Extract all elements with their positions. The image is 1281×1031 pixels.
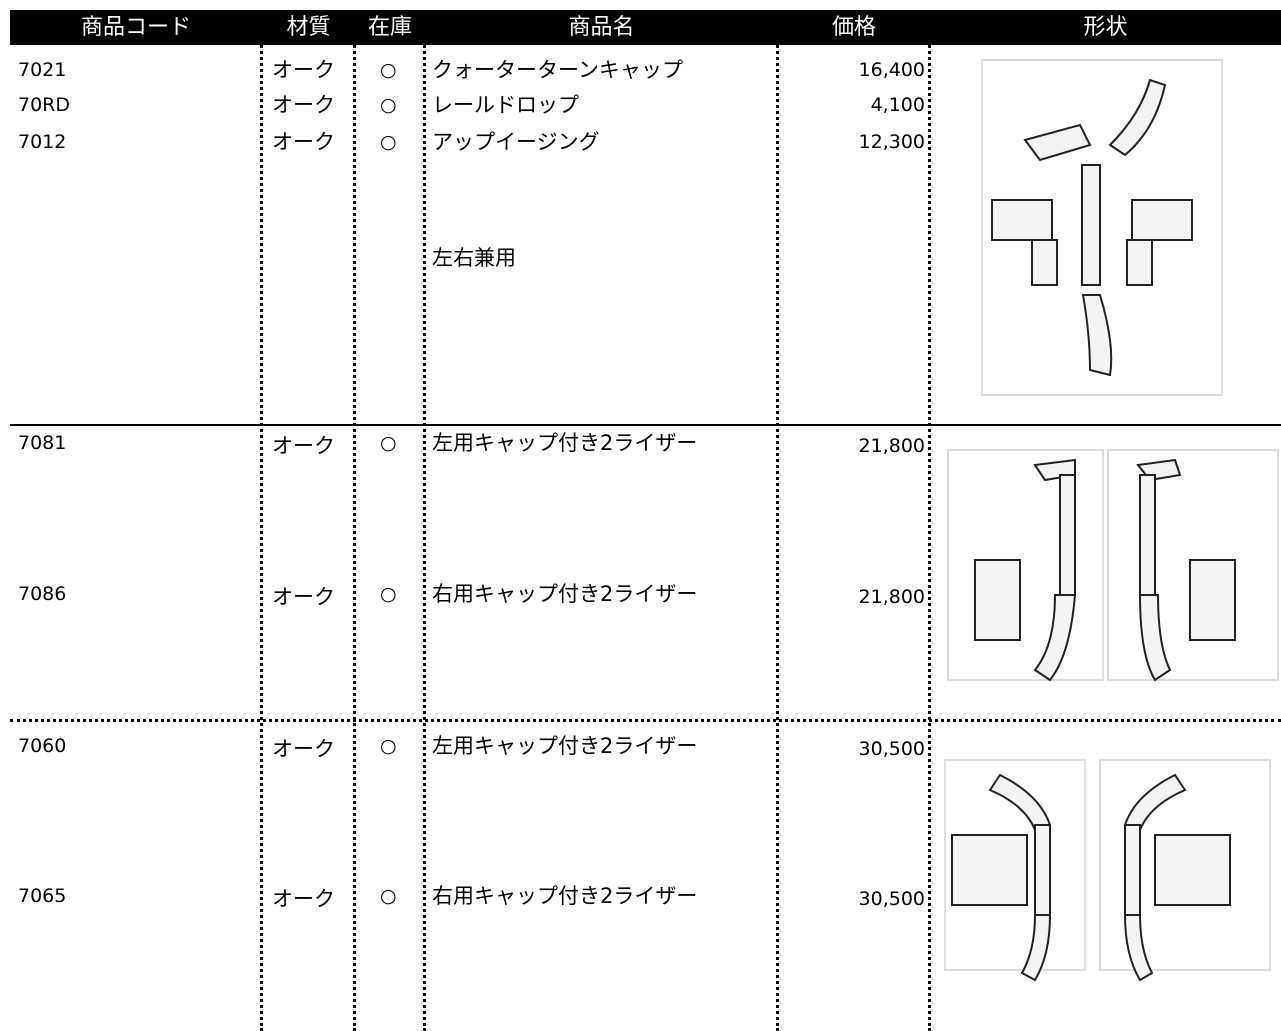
material: オーク — [272, 58, 335, 82]
material: オーク — [272, 434, 335, 458]
product-code: 70RD — [18, 94, 71, 116]
material: オーク — [272, 93, 335, 117]
column-divider — [776, 10, 779, 1031]
product-code: 7086 — [18, 583, 67, 605]
product-name: 左用キャップ付き2ライザー — [432, 431, 698, 455]
group-divider — [10, 719, 1281, 722]
material: オーク — [272, 585, 335, 609]
column-header: 材質 — [262, 10, 355, 45]
column-header: 価格 — [778, 10, 930, 45]
stock: ○ — [380, 131, 397, 153]
shape-drawings — [944, 59, 1279, 982]
product-code: 7012 — [18, 131, 67, 153]
material: オーク — [272, 887, 335, 911]
price: 12,300 — [858, 131, 925, 153]
column-divider — [423, 10, 426, 1031]
price: 30,500 — [858, 888, 925, 910]
stock: ○ — [380, 885, 397, 907]
column-divider — [260, 10, 263, 1031]
group-divider — [10, 424, 1281, 426]
product-name: 右用キャップ付き2ライザー — [432, 884, 698, 908]
stock: ○ — [380, 583, 397, 605]
column-header: 在庫 — [355, 10, 425, 45]
column-header: 商品コード — [10, 10, 262, 45]
stock: ○ — [380, 94, 397, 116]
note: 左右兼用 — [432, 246, 516, 270]
product-name: レールドロップ — [432, 93, 579, 117]
column-divider — [928, 10, 931, 1031]
price: 21,800 — [858, 586, 925, 608]
price: 16,400 — [858, 59, 925, 81]
column-header: 商品名 — [425, 10, 778, 45]
material: オーク — [272, 130, 335, 154]
product-code: 7021 — [18, 59, 67, 81]
price: 30,500 — [858, 738, 925, 760]
column-header: 形状 — [930, 10, 1281, 45]
stock: ○ — [380, 432, 397, 454]
product-name: アップイージング — [432, 130, 600, 154]
product-name: 右用キャップ付き2ライザー — [432, 582, 698, 606]
price: 4,100 — [870, 94, 925, 116]
product-code: 7081 — [18, 432, 67, 454]
column-divider — [353, 10, 356, 1031]
stock: ○ — [380, 59, 397, 81]
product-name: 左用キャップ付き2ライザー — [432, 734, 698, 758]
stock: ○ — [380, 735, 397, 757]
price: 21,800 — [858, 435, 925, 457]
material: オーク — [272, 737, 335, 761]
product-code: 7065 — [18, 885, 67, 907]
product-code: 7060 — [18, 735, 67, 757]
product-name: クォーターターンキャップ — [432, 58, 683, 82]
